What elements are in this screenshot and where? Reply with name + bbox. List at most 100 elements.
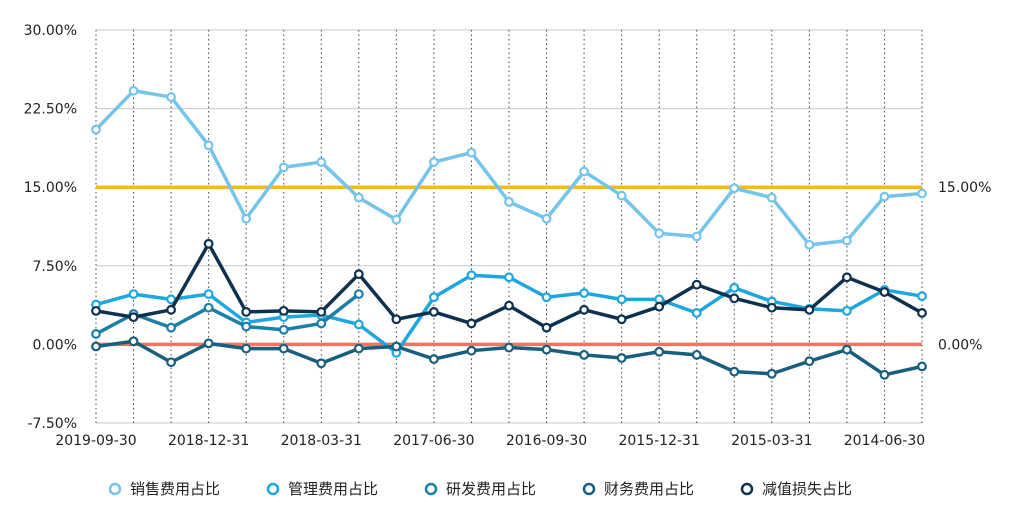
data-point xyxy=(804,239,815,250)
data-point xyxy=(879,287,890,297)
right-axis-labels: 15.00% 0.00% xyxy=(938,180,991,353)
data-point xyxy=(804,356,815,367)
legend-marker xyxy=(266,482,280,496)
data-point xyxy=(166,322,176,333)
data-point xyxy=(691,308,702,318)
data-point xyxy=(391,314,402,325)
data-point xyxy=(278,324,289,335)
reference-line-label: 15.00% xyxy=(938,180,991,196)
x-tick-label: 2017-06-30 xyxy=(393,433,474,449)
legend-label: 减值损失占比 xyxy=(762,480,852,498)
data-point xyxy=(766,368,777,379)
legend-label: 销售费用占比 xyxy=(130,480,220,498)
data-point xyxy=(466,147,477,158)
series-layer xyxy=(91,85,927,380)
data-point xyxy=(128,85,139,96)
data-point xyxy=(128,336,139,347)
x-tick-label: 2014-06-30 xyxy=(844,433,925,449)
data-point xyxy=(203,289,214,299)
data-point xyxy=(353,192,364,203)
y-tick-label: 0.00% xyxy=(33,337,77,353)
legend-marker xyxy=(582,482,596,496)
data-point xyxy=(466,345,477,356)
y-tick-label: 22.50% xyxy=(24,102,77,118)
data-point xyxy=(91,329,101,339)
data-point xyxy=(203,338,214,349)
data-point xyxy=(466,270,477,281)
data-point xyxy=(879,369,890,380)
data-point xyxy=(241,321,252,332)
legend-item: 减值损失占比 xyxy=(740,480,852,498)
legend-label: 研发费用占比 xyxy=(446,480,536,498)
y-tick-label: -7.50% xyxy=(27,416,77,432)
data-point xyxy=(917,291,927,302)
data-point xyxy=(316,307,327,317)
data-point xyxy=(541,322,552,333)
data-point xyxy=(842,344,852,355)
data-point xyxy=(203,140,214,151)
data-point xyxy=(842,272,852,283)
data-point xyxy=(579,166,589,177)
data-point xyxy=(353,289,364,299)
data-point xyxy=(729,282,740,293)
data-point xyxy=(429,354,439,364)
data-point xyxy=(654,301,665,312)
data-point xyxy=(278,343,289,354)
legend-item: 销售费用占比 xyxy=(108,480,220,498)
data-point xyxy=(353,269,364,280)
data-point xyxy=(128,312,139,323)
data-point xyxy=(729,366,740,377)
data-point xyxy=(541,213,552,224)
data-point xyxy=(691,231,702,242)
data-point xyxy=(917,361,927,372)
data-point xyxy=(616,294,627,305)
x-tick-label: 2019-09-30 xyxy=(55,433,136,449)
legend-item: 财务费用占比 xyxy=(582,480,694,498)
data-point xyxy=(842,235,852,246)
legend: 销售费用占比 管理费用占比 研发费用占比 财务费用占比 减值损失占比 xyxy=(108,480,852,498)
legend-item: 研发费用占比 xyxy=(424,480,536,498)
data-point xyxy=(466,318,477,329)
x-axis: 2019-09-30 2018-12-31 2018-03-31 2017-06-30… xyxy=(55,433,925,449)
data-point xyxy=(278,305,289,316)
legend-item: 管理费用占比 xyxy=(266,480,378,498)
data-point xyxy=(917,308,927,318)
x-tick-label: 2016-09-30 xyxy=(506,433,587,449)
data-point xyxy=(579,304,589,315)
legend-marker xyxy=(424,482,438,496)
data-point xyxy=(804,304,815,315)
data-point xyxy=(579,349,589,360)
data-point xyxy=(691,279,702,290)
data-point xyxy=(391,214,402,225)
data-point xyxy=(203,238,214,249)
legend-marker xyxy=(740,482,754,496)
data-point xyxy=(879,191,890,202)
data-point xyxy=(203,302,214,313)
reference-line-label: 0.00% xyxy=(938,337,982,353)
data-point xyxy=(91,124,101,135)
data-point xyxy=(917,188,927,199)
data-point xyxy=(504,300,514,311)
y-tick-label: 7.50% xyxy=(33,259,77,275)
x-tick-label: 2018-03-31 xyxy=(281,433,362,449)
data-point xyxy=(391,341,402,352)
data-point xyxy=(353,319,364,330)
data-point xyxy=(128,289,139,299)
data-point xyxy=(504,272,514,283)
data-point xyxy=(504,196,514,207)
data-point xyxy=(654,228,665,239)
x-tick-label: 2015-12-31 xyxy=(618,433,699,449)
x-tick-label: 2018-12-31 xyxy=(168,433,249,449)
y-tick-label: 30.00% xyxy=(24,23,77,39)
data-point xyxy=(316,157,327,167)
data-point xyxy=(166,92,176,102)
series-4 xyxy=(91,336,927,380)
data-point xyxy=(541,292,552,303)
data-point xyxy=(616,353,627,363)
data-point xyxy=(616,190,627,201)
data-point xyxy=(241,343,252,354)
data-point xyxy=(166,357,176,368)
legend-marker xyxy=(108,482,122,496)
data-point xyxy=(504,342,514,353)
